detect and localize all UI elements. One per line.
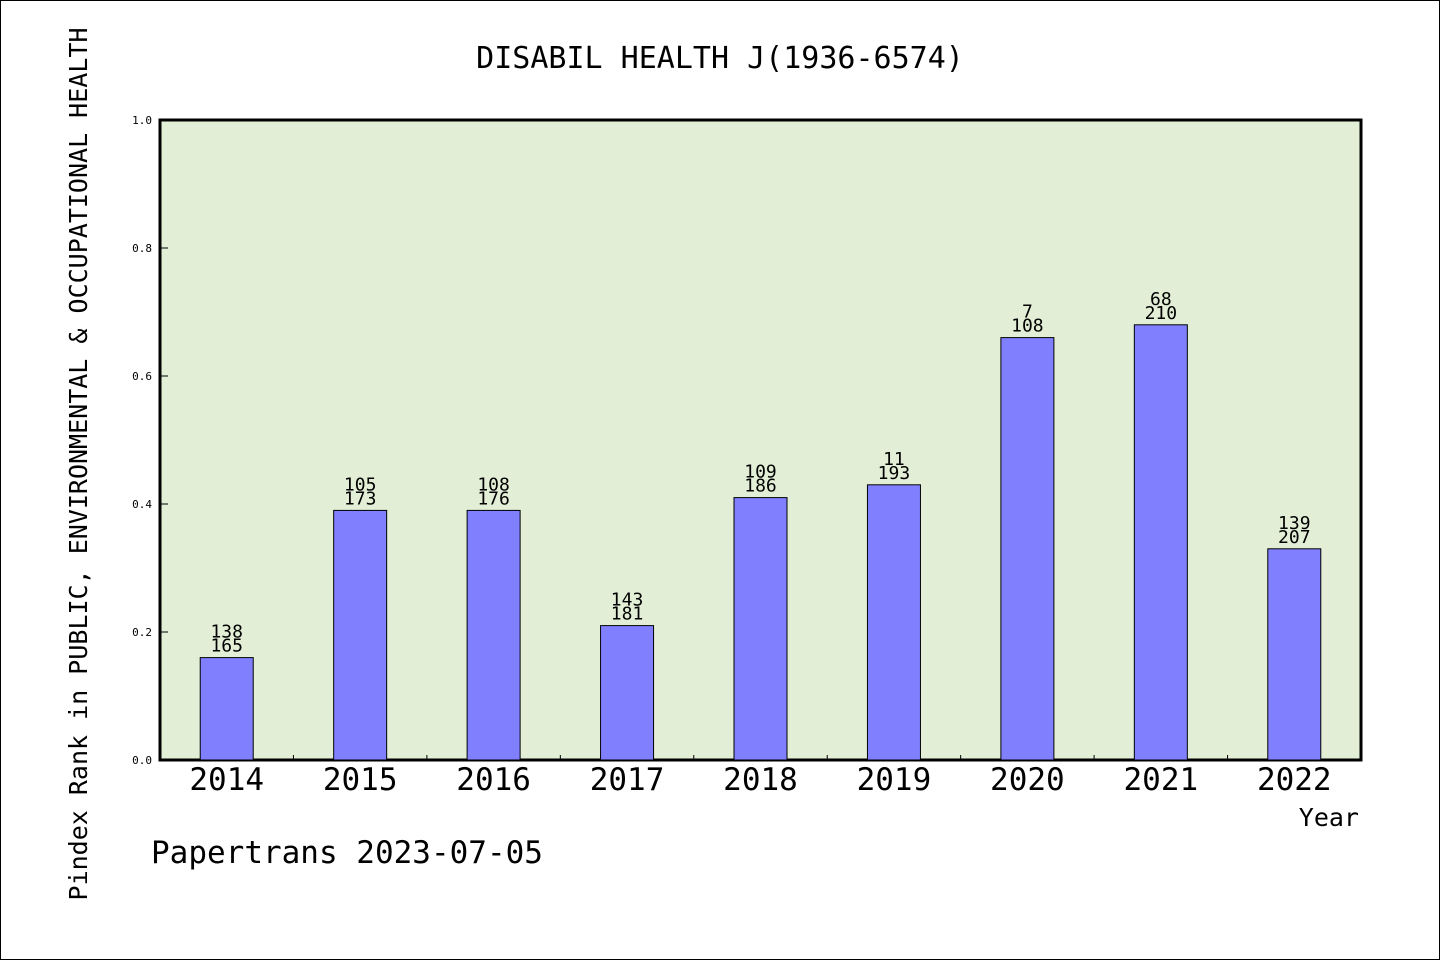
y-axis-label: Pindex Rank in PUBLIC, ENVIRONMENTAL & O… bbox=[64, 28, 93, 901]
bar-label-bottom: 108 bbox=[1011, 316, 1044, 337]
x-tick-label: 2017 bbox=[590, 762, 665, 798]
bar-label-top: 138 bbox=[210, 622, 243, 643]
bar-2018 bbox=[733, 497, 788, 761]
x-axis: 2014 2015 2016 2017 2018 2019 2020 2021 2022 bbox=[189, 755, 1332, 798]
x-tick-label: 2022 bbox=[1257, 762, 1332, 798]
bar-2015 bbox=[333, 509, 388, 761]
x-tick-label: 2019 bbox=[857, 762, 932, 798]
bar-labels: 1381651051731081761431811091861119371086… bbox=[210, 289, 1310, 657]
bar-label-bottom: 173 bbox=[344, 488, 377, 509]
bar-label-top: 7 bbox=[1022, 302, 1033, 323]
bar-label-bottom: 165 bbox=[210, 636, 243, 657]
bars bbox=[199, 324, 1322, 761]
bar-2016 bbox=[466, 509, 521, 761]
bar-label-bottom: 186 bbox=[744, 476, 777, 497]
x-tick-label: 2018 bbox=[723, 762, 798, 798]
bar-2019 bbox=[866, 484, 921, 761]
footer-text: Papertrans 2023-07-05 bbox=[151, 835, 543, 871]
bar-2017 bbox=[600, 625, 655, 761]
x-tick-label: 2021 bbox=[1124, 762, 1199, 798]
x-tick-label: 2020 bbox=[990, 762, 1065, 798]
bar-2014 bbox=[199, 657, 254, 761]
bar-label-top: 105 bbox=[344, 474, 377, 495]
bar-label-bottom: 176 bbox=[477, 488, 510, 509]
y-axis: 0.0 0.2 0.4 0.6 0.8 1.0 bbox=[132, 114, 168, 767]
bar-label-bottom: 193 bbox=[878, 463, 911, 484]
bar-2021 bbox=[1133, 324, 1188, 761]
y-tick-label: 0.2 bbox=[132, 626, 152, 639]
bar-label-bottom: 210 bbox=[1145, 303, 1178, 324]
bar-label-top: 108 bbox=[477, 474, 510, 495]
x-axis-label: Year bbox=[1299, 803, 1359, 832]
bar-label-top: 11 bbox=[883, 449, 905, 470]
y-tick-label: 0.4 bbox=[132, 498, 152, 511]
y-tick-label: 0.0 bbox=[132, 754, 152, 767]
bar-label-top: 109 bbox=[744, 462, 777, 483]
bar-label-top: 139 bbox=[1278, 513, 1311, 534]
y-tick-label: 1.0 bbox=[132, 114, 152, 127]
bar-label-top: 68 bbox=[1150, 289, 1172, 310]
bar-label-top: 143 bbox=[611, 590, 644, 611]
y-tick-label: 0.6 bbox=[132, 370, 152, 383]
chart-title: DISABIL HEALTH J(1936-6574) bbox=[476, 41, 964, 76]
bar-label-bottom: 207 bbox=[1278, 527, 1311, 548]
bar-label-bottom: 181 bbox=[611, 604, 644, 625]
x-tick-label: 2015 bbox=[323, 762, 398, 798]
x-tick-label: 2016 bbox=[456, 762, 531, 798]
x-tick-label: 2014 bbox=[189, 762, 264, 798]
bar-2020 bbox=[1000, 337, 1055, 761]
bar-2022 bbox=[1267, 548, 1322, 761]
y-tick-label: 0.8 bbox=[132, 242, 152, 255]
